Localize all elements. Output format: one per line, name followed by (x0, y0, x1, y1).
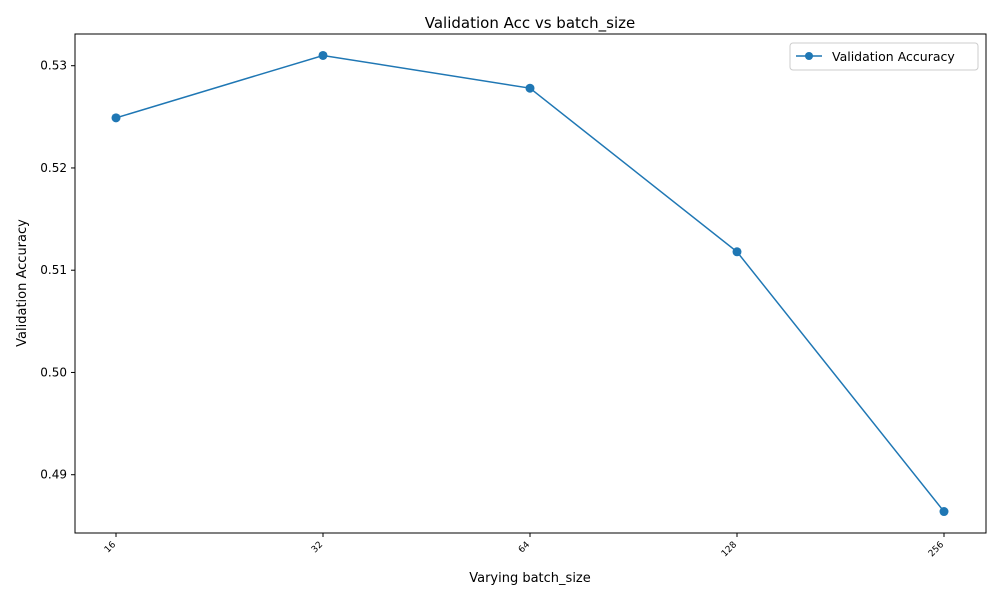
data-point (318, 50, 328, 60)
series-layer (111, 50, 949, 517)
y-tick-label: 0.51 (40, 263, 67, 277)
data-point (525, 83, 535, 93)
y-tick-label: 0.49 (40, 468, 67, 482)
legend: Validation Accuracy (789, 42, 979, 71)
y-axis-label: Validation Accuracy (15, 219, 30, 347)
legend-label: Validation Accuracy (832, 49, 955, 64)
y-tick-label: 0.53 (40, 59, 67, 73)
legend-box (789, 42, 979, 71)
y-axis: 0.49 0.50 0.51 0.52 0.53 (40, 59, 75, 482)
x-axis-label: Varying batch_size (469, 571, 591, 586)
legend-marker-swatch (805, 52, 813, 60)
y-tick-label: 0.52 (40, 161, 67, 175)
data-point (111, 113, 121, 123)
data-point (939, 507, 949, 517)
chart-title: Validation Acc vs batch_size (425, 14, 636, 33)
y-tick-label: 0.50 (40, 365, 67, 379)
data-point (732, 247, 742, 257)
